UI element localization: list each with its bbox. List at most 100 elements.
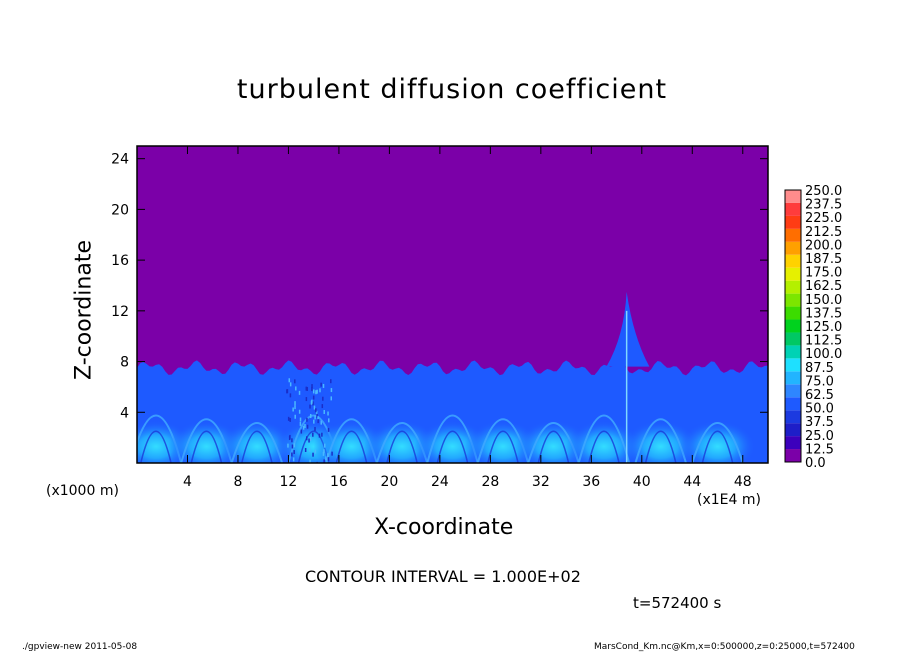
turbulence-speck: [312, 401, 314, 406]
turbulence-speck: [287, 416, 290, 421]
colorbar-label: 225.0: [805, 211, 842, 226]
colorbar-label: 12.5: [805, 442, 834, 457]
x-axis: 4 8 12 16 20 24 28 32 36 40 44 48: [183, 146, 752, 490]
colorbar-label: 187.5: [805, 252, 842, 267]
turbulence-speck: [293, 450, 295, 455]
x-tick-label: 28: [481, 474, 499, 490]
colorbar-label: 0.0: [805, 456, 826, 471]
turbulence-speck: [321, 404, 324, 409]
cell-arch: [487, 430, 519, 463]
footer-left-note: ./gpview-new 2011-05-08: [22, 642, 138, 652]
contour-interval-label: CONTOUR INTERVAL = 1.000E+02: [305, 567, 581, 586]
turbulence-speck: [306, 386, 309, 391]
turbulence-speck: [298, 409, 301, 414]
turbulence-speck: [316, 413, 318, 418]
turbulence-speck: [327, 427, 330, 432]
turbulent-cell: [679, 420, 756, 463]
colorbar-swatch: [785, 397, 801, 411]
heatmap-field: [137, 146, 768, 463]
x-tick-label: 16: [330, 474, 348, 490]
turbulence-speck: [322, 383, 325, 388]
turbulence-speck: [327, 411, 329, 416]
turbulence-speck: [312, 452, 314, 457]
colorbar-label: 250.0: [805, 184, 842, 199]
cell-arch: [386, 430, 418, 463]
colorbar-label: 87.5: [805, 361, 834, 376]
turbulence-speck: [313, 405, 316, 410]
turbulence-speck: [286, 389, 289, 394]
turbulence-speck: [304, 423, 306, 428]
colorbar-label: 137.5: [805, 306, 842, 321]
turbulence-speck: [317, 416, 319, 421]
colorbar-swatch: [785, 423, 801, 437]
plot-frame: [136, 145, 769, 464]
chart-title: turbulent diffusion coefficient: [236, 74, 668, 105]
y-tick-label: 16: [111, 253, 129, 269]
colorbar-swatch: [785, 436, 801, 450]
colorbar-swatch: [785, 280, 801, 294]
turbulence-speck: [288, 378, 291, 383]
colorbar-label: 125.0: [805, 320, 842, 335]
colorbar-label: 75.0: [805, 374, 834, 389]
turbulence-speck: [309, 413, 312, 418]
colorbar-swatch: [785, 384, 801, 398]
colorbar-label: 25.0: [805, 429, 834, 444]
time-label: t=572400 s: [633, 594, 722, 612]
x-tick-label: 48: [734, 474, 752, 490]
x-tick-label: 36: [582, 474, 600, 490]
turbulent-cell: [622, 420, 699, 463]
colorbar-swatch: [785, 293, 801, 307]
turbulence-speck: [292, 407, 294, 412]
x-tick-label: 20: [380, 474, 398, 490]
turbulence-speck: [291, 444, 294, 449]
turbulence-speck: [330, 396, 333, 401]
x-unit-note: (x1000 m): [46, 483, 119, 499]
turbulence-speck: [304, 447, 307, 452]
turbulence-speck: [292, 457, 295, 462]
turbulence-speck: [327, 457, 330, 462]
colorbar-swatch: [785, 319, 801, 333]
turbulent-cell: [218, 420, 295, 463]
x-tick-label: 32: [532, 474, 550, 490]
turbulence-speck: [294, 401, 296, 406]
turbulence-speck: [300, 429, 303, 434]
colorbar-label: 212.5: [805, 225, 842, 240]
turbulence-speck: [289, 393, 292, 398]
cell-arch: [436, 430, 469, 463]
turbulence-speck: [298, 390, 301, 395]
turbulence-speck: [325, 456, 327, 461]
colorbar-label: 112.5: [805, 334, 842, 349]
turbulence-speck: [321, 432, 323, 437]
turbulence-speck: [305, 386, 308, 391]
turbulence-speck: [313, 419, 315, 424]
turbulence-speck: [295, 386, 297, 391]
turbulence-speck: [316, 389, 318, 394]
colorbar-label: 62.5: [805, 388, 834, 403]
colorbar-swatch: [785, 410, 801, 424]
turbulence-speck: [320, 420, 322, 425]
turbulence-speck: [314, 449, 317, 454]
turbulence-speck: [322, 451, 325, 456]
turbulence-speck: [306, 417, 308, 422]
turbulence-speck: [306, 424, 309, 429]
turbulence-speck: [330, 379, 332, 384]
turbulence-speck: [294, 414, 296, 419]
colorbar-frame: [784, 189, 802, 463]
turbulence-speck: [299, 417, 302, 422]
turbulence-speck: [323, 443, 326, 448]
turbulence-speck: [294, 379, 296, 384]
colorbar-label: 175.0: [805, 266, 842, 281]
colorbar-swatch: [785, 449, 801, 462]
turbulence-speck: [323, 409, 325, 414]
colorbar-label: 237.5: [805, 198, 842, 213]
turbulence-speck: [315, 390, 317, 395]
turbulence-speck: [293, 443, 296, 448]
turbulence-speck: [319, 388, 321, 393]
colorbar-label: 162.5: [805, 279, 842, 294]
turbulence-speck: [311, 399, 313, 404]
turbulence-speck: [287, 443, 289, 448]
plume: [606, 291, 650, 367]
turbulence-speck: [291, 452, 293, 457]
colorbar-label: 37.5: [805, 415, 834, 430]
